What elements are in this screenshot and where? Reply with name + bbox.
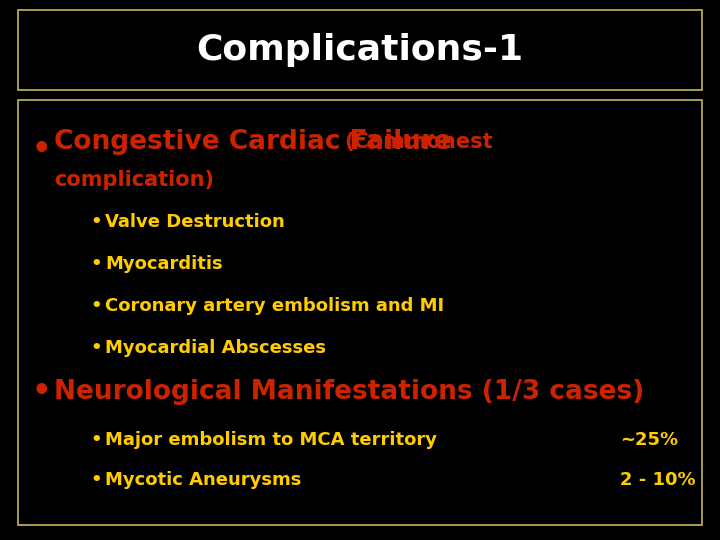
Text: Myocardial Abscesses: Myocardial Abscesses bbox=[105, 339, 326, 357]
Text: •: • bbox=[90, 297, 102, 315]
Text: Coronary artery embolism and MI: Coronary artery embolism and MI bbox=[105, 297, 444, 315]
Text: Valve Destruction: Valve Destruction bbox=[105, 213, 284, 231]
Text: •: • bbox=[90, 431, 102, 449]
Text: 2 - 10%: 2 - 10% bbox=[620, 471, 696, 489]
Text: ~25%: ~25% bbox=[620, 431, 678, 449]
FancyBboxPatch shape bbox=[18, 100, 702, 525]
Text: Complications-1: Complications-1 bbox=[197, 33, 523, 67]
Text: Congestive Cardiac Failure: Congestive Cardiac Failure bbox=[54, 129, 452, 155]
Text: •: • bbox=[90, 471, 102, 489]
Text: •: • bbox=[90, 213, 102, 231]
Text: Mycotic Aneurysms: Mycotic Aneurysms bbox=[105, 471, 302, 489]
Text: •: • bbox=[32, 136, 52, 165]
Text: Neurological Manifestations (1/3 cases): Neurological Manifestations (1/3 cases) bbox=[54, 379, 644, 405]
Text: (Commonest: (Commonest bbox=[344, 132, 492, 152]
Text: •: • bbox=[32, 377, 52, 407]
Text: Myocarditis: Myocarditis bbox=[105, 255, 222, 273]
Text: Major embolism to MCA territory: Major embolism to MCA territory bbox=[105, 431, 437, 449]
FancyBboxPatch shape bbox=[18, 10, 702, 90]
Text: •: • bbox=[90, 339, 102, 357]
Text: •: • bbox=[90, 255, 102, 273]
Text: complication): complication) bbox=[54, 170, 214, 190]
